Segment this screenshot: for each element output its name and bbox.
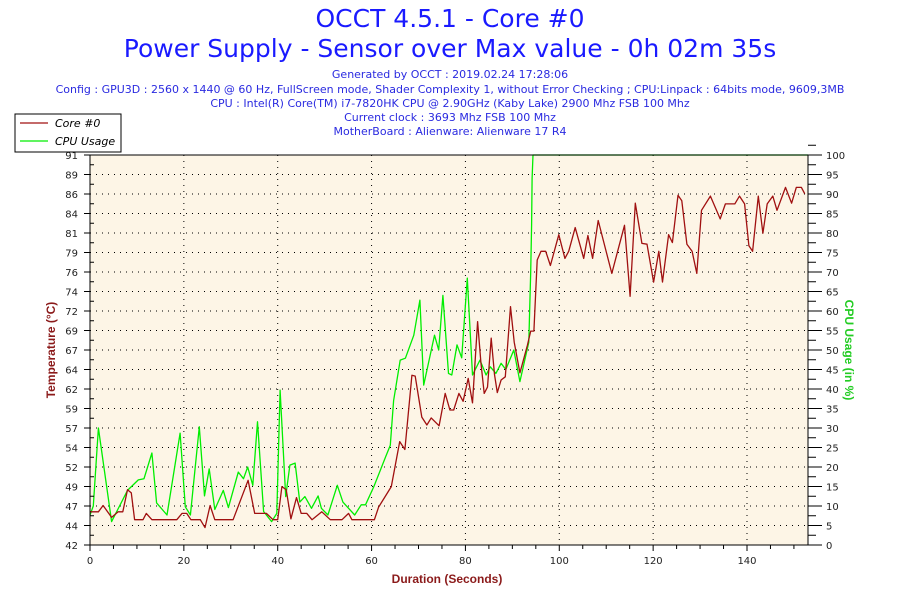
cpu-info: CPU : Intel(R) Core(TM) i7-7820HK CPU @ … — [210, 97, 690, 110]
x-tick-label: 0 — [87, 556, 93, 567]
y-right-tick-label: 10 — [826, 502, 839, 513]
y-right-tick-label: 40 — [826, 385, 839, 396]
y-right-tick-label: 30 — [826, 424, 839, 435]
y-left-tick-label: 49 — [65, 483, 78, 494]
y-left-tick-label: 64 — [65, 366, 78, 377]
y-right-tick-label: 65 — [826, 288, 839, 299]
y-right-tick-label: 85 — [826, 210, 839, 221]
y-right-tick-label: 100 — [826, 151, 845, 162]
x-tick-label: 120 — [644, 556, 663, 567]
x-tick-label: 40 — [271, 556, 284, 567]
y-left-tick-label: 79 — [65, 249, 78, 260]
y-right-tick-label: 50 — [826, 346, 839, 357]
x-axis-label: Duration (Seconds) — [392, 572, 503, 586]
x-tick-label: 140 — [737, 556, 756, 567]
y-left-tick-label: 67 — [65, 346, 78, 357]
y-right-tick-label: 75 — [826, 249, 839, 260]
y-left-tick-label: 59 — [65, 405, 78, 416]
legend-label-core: Core #0 — [55, 117, 100, 130]
y-left-tick-label: 86 — [65, 190, 78, 201]
y-left-tick-label: 57 — [65, 424, 78, 435]
y-right-tick-label: 25 — [826, 444, 839, 455]
y-right-tick-label: 70 — [826, 268, 839, 279]
y-right-tick-label: 45 — [826, 366, 839, 377]
y-left-tick-label: 47 — [65, 502, 78, 513]
y-left-tick-label: 84 — [65, 210, 78, 221]
y-left-tick-label: 62 — [65, 385, 78, 396]
y-left-tick-label: 72 — [65, 307, 78, 318]
y-left-tick-label: 89 — [65, 171, 78, 182]
x-tick-label: 60 — [365, 556, 378, 567]
y-left-tick-label: 76 — [65, 268, 78, 279]
y-left-tick-label: 81 — [65, 229, 78, 240]
core-0-line — [90, 186, 806, 529]
y-right-tick-label: 35 — [826, 405, 839, 416]
generated-info: Generated by OCCT : 2019.02.24 17:28:06 — [331, 68, 569, 81]
y-left-tick-label: 69 — [65, 327, 78, 338]
chart-title: OCCT 4.5.1 - Core #0 — [315, 4, 585, 33]
cpu-usage-line — [89, 154, 808, 523]
y-right-tick-label: 15 — [826, 483, 839, 494]
legend-box — [14, 113, 122, 153]
legend: Core #0 CPU Usage — [14, 113, 122, 153]
chart-subtitle: Power Supply - Sensor over Max value - 0… — [123, 34, 777, 63]
y-right-tick-label: 5 — [826, 522, 832, 533]
x-tick-label: 80 — [459, 556, 472, 567]
config-info: Config : GPU3D : 2560 x 1440 @ 60 Hz, Fu… — [55, 83, 845, 96]
motherboard-info: MotherBoard : Alienware: Alienware 17 R4 — [333, 125, 567, 138]
plot-area — [90, 155, 808, 545]
x-tick-label: 20 — [177, 556, 190, 567]
y-left-tick-label: 44 — [65, 522, 78, 533]
y-left-tick-label: 54 — [65, 444, 78, 455]
y-right-tick-label: 60 — [826, 307, 839, 318]
y-axis-left-label: Temperature (°C) — [44, 302, 58, 399]
x-tick-label: 100 — [550, 556, 569, 567]
y-right-tick-label: 95 — [826, 171, 839, 182]
y-right-tick-label: 90 — [826, 190, 839, 201]
y-left-tick-label: 52 — [65, 463, 78, 474]
y-right-tick-label: 80 — [826, 229, 839, 240]
y-left-tick-label: 91 — [65, 151, 78, 162]
legend-label-cpu: CPU Usage — [55, 135, 115, 148]
clock-info: Current clock : 3693 Mhz FSB 100 Mhz — [344, 111, 556, 124]
axes: 42 0 44 5 47 10 49 15 52 20 54 25 57 30 59 35 62 40 64 45 67… — [65, 144, 845, 567]
y-right-tick-label: 0 — [826, 541, 832, 552]
y-right-tick-label: 20 — [826, 463, 839, 474]
y-left-tick-label: 42 — [65, 541, 78, 552]
y-axis-right-label: CPU Usage (in %) — [842, 300, 856, 401]
y-left-tick-label: 74 — [65, 288, 78, 299]
y-right-tick-label: 55 — [826, 327, 839, 338]
